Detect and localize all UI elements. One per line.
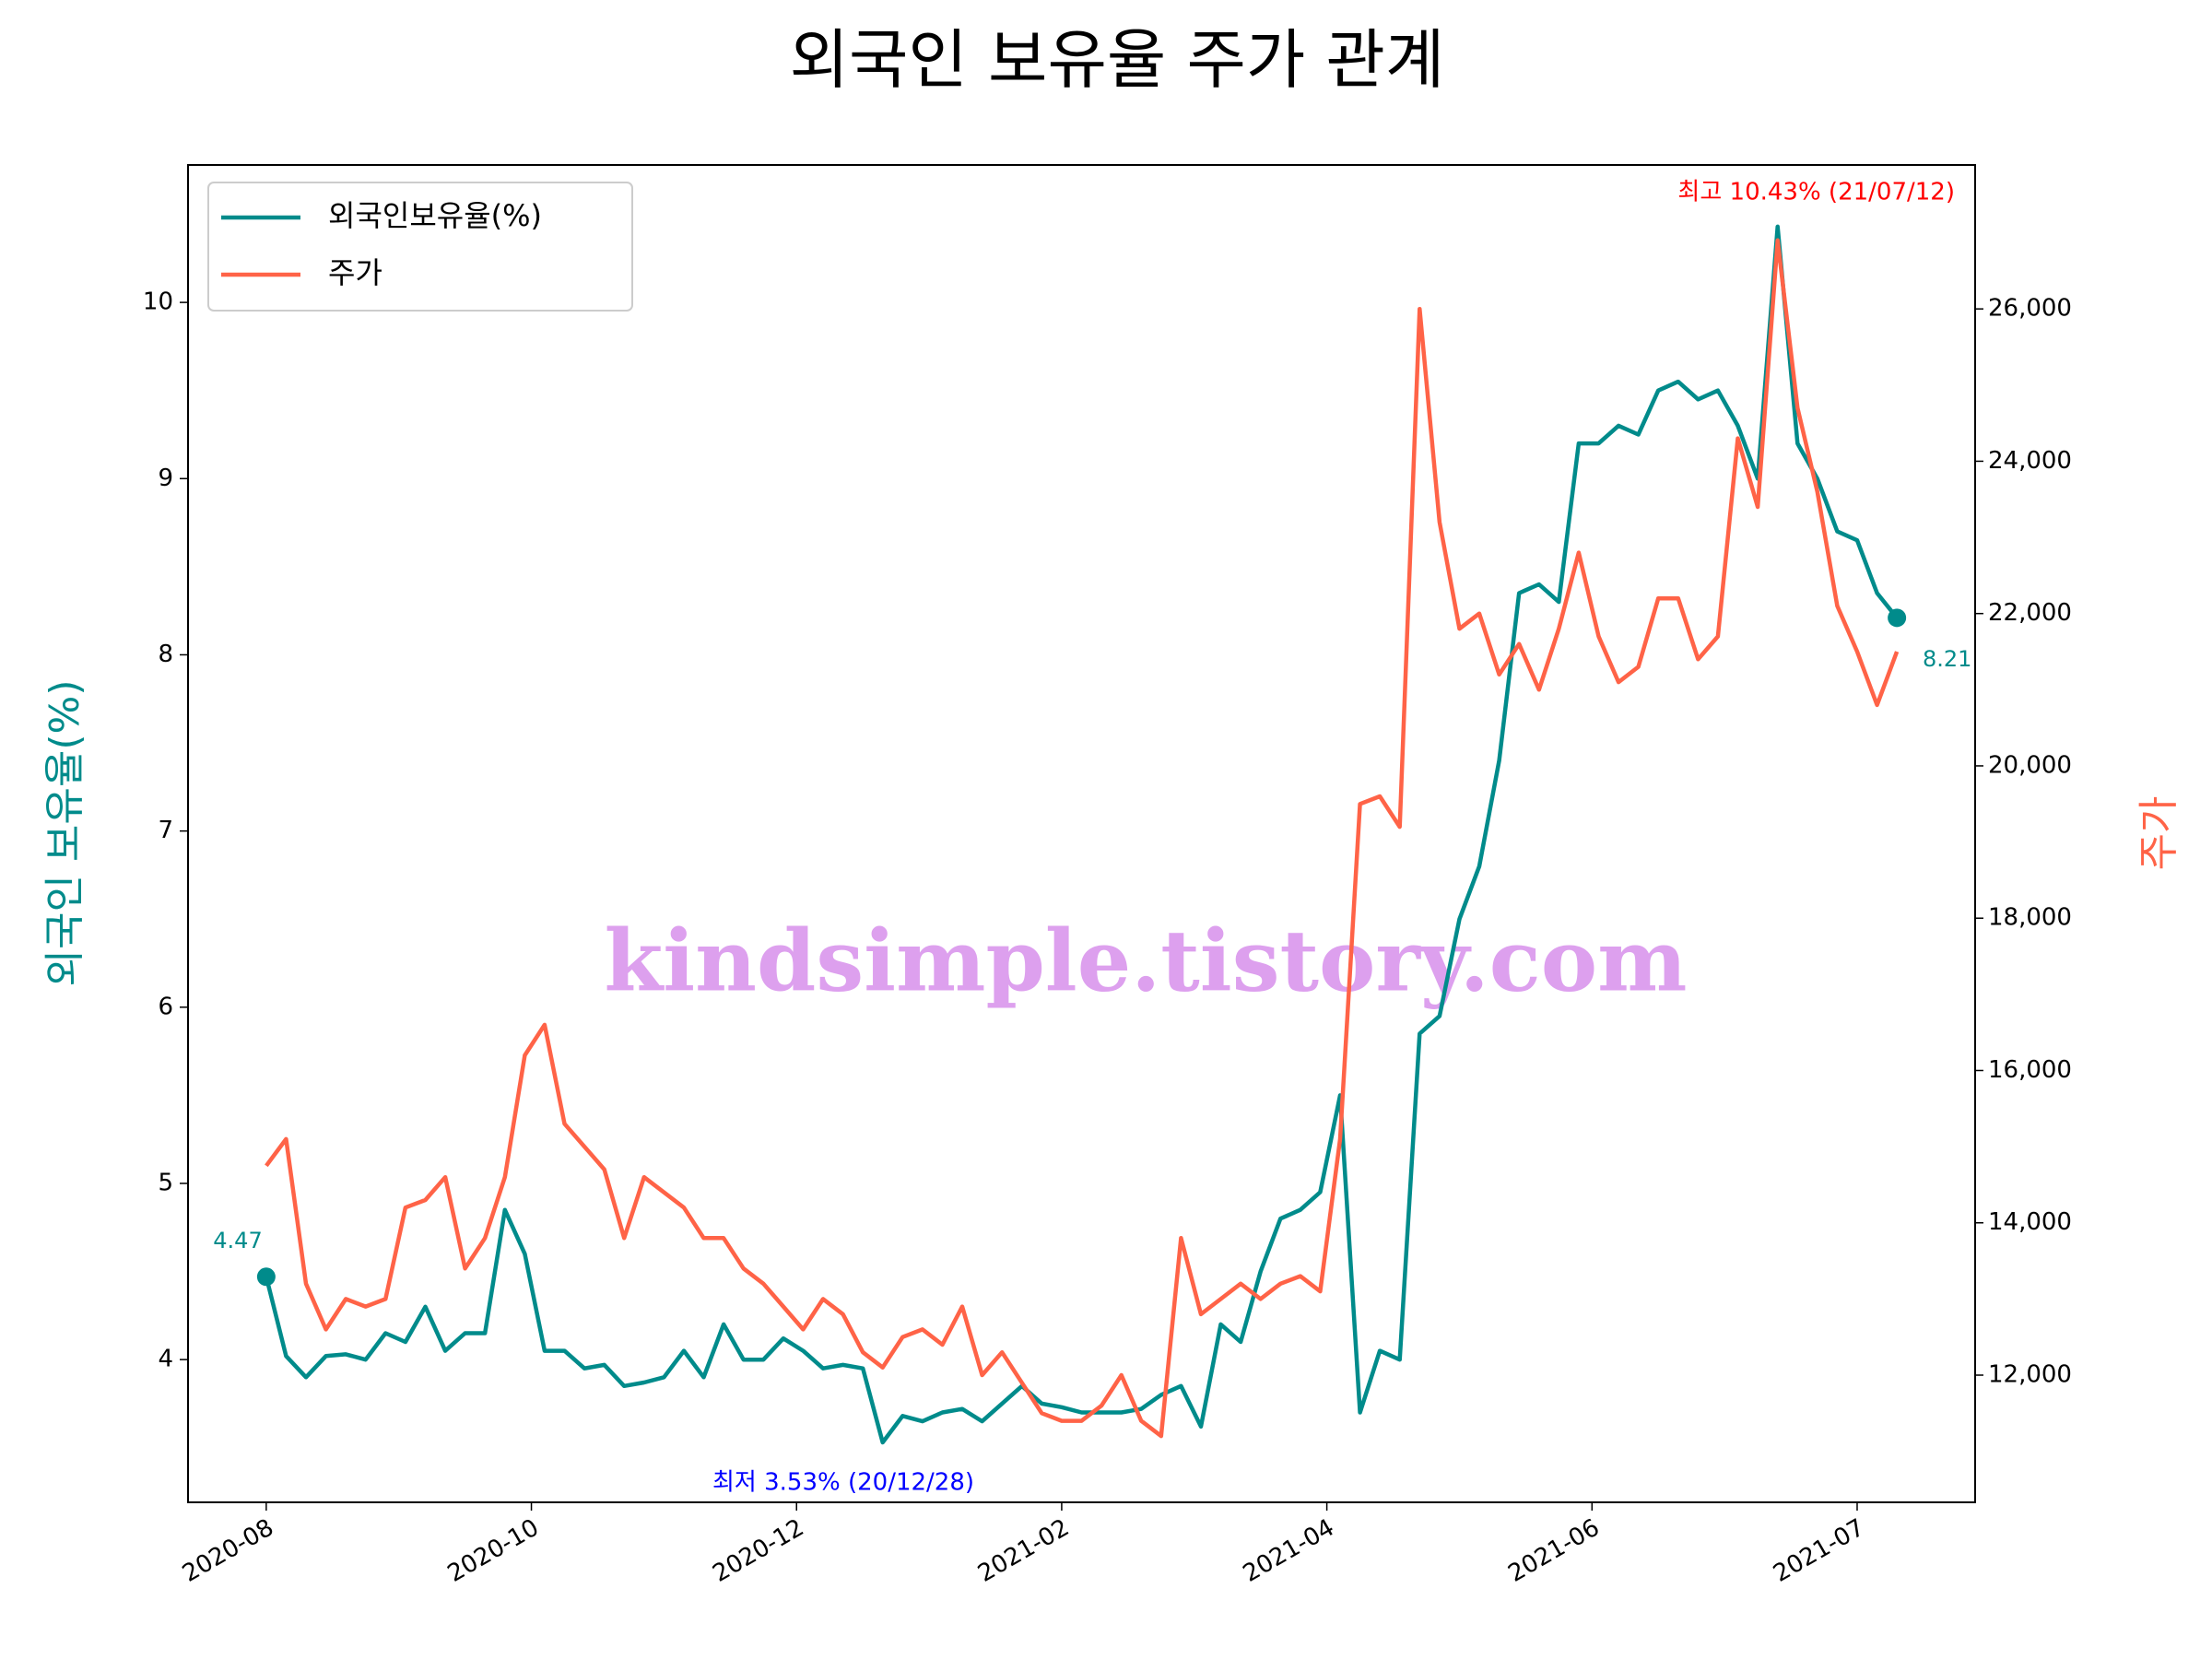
end-point-marker xyxy=(1888,608,1907,628)
y-tick-label: 6 xyxy=(158,993,173,1020)
watermark: kindsimple.tistory.com xyxy=(604,912,1687,1011)
y-tick-label: 10 xyxy=(143,288,173,316)
end-annotation: 8.21 xyxy=(1923,646,1971,672)
series-line xyxy=(264,224,1899,1445)
y-tick-label: 5 xyxy=(158,1169,173,1196)
y2-tick-label: 22,000 xyxy=(1988,599,2072,627)
start-annotation: 4.47 xyxy=(213,1228,262,1253)
legend-label: 주가 xyxy=(328,255,382,290)
y-tick-label: 8 xyxy=(158,641,173,668)
y-tick-label: 4 xyxy=(158,1346,173,1373)
y2-tick-label: 12,000 xyxy=(1988,1361,2072,1389)
min-annotation: 최저 3.53% (20/12/28) xyxy=(712,1469,974,1497)
y-tick-label: 7 xyxy=(158,817,173,844)
y-tick-label: 9 xyxy=(158,465,173,492)
y2-tick-label: 14,000 xyxy=(1988,1208,2072,1236)
legend-label: 외국인보유율(%) xyxy=(328,198,542,233)
plot-frame xyxy=(187,164,1976,1503)
y2-tick-label: 18,000 xyxy=(1988,904,2072,932)
series-line xyxy=(265,238,1900,1439)
y2-tick-label: 20,000 xyxy=(1988,751,2072,779)
y2-tick-label: 16,000 xyxy=(1988,1056,2072,1084)
y2-tick-label: 24,000 xyxy=(1988,447,2072,475)
chart-title: 외국인 보유율 주가 관계 xyxy=(790,22,1445,98)
end-point-marker xyxy=(256,1267,276,1287)
y-axis-label: 외국인 보유율(%) xyxy=(41,679,88,986)
y2-axis-label: 주가 xyxy=(2136,796,2183,871)
max-annotation: 최고 10.43% (21/07/12) xyxy=(1677,179,1955,206)
y2-tick-label: 26,000 xyxy=(1988,295,2072,323)
legend-box xyxy=(207,182,633,312)
